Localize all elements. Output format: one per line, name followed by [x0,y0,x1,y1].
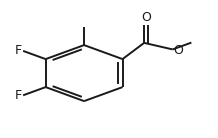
Text: O: O [174,44,184,57]
Text: F: F [14,89,21,102]
Text: F: F [14,44,21,57]
Text: O: O [141,11,151,24]
